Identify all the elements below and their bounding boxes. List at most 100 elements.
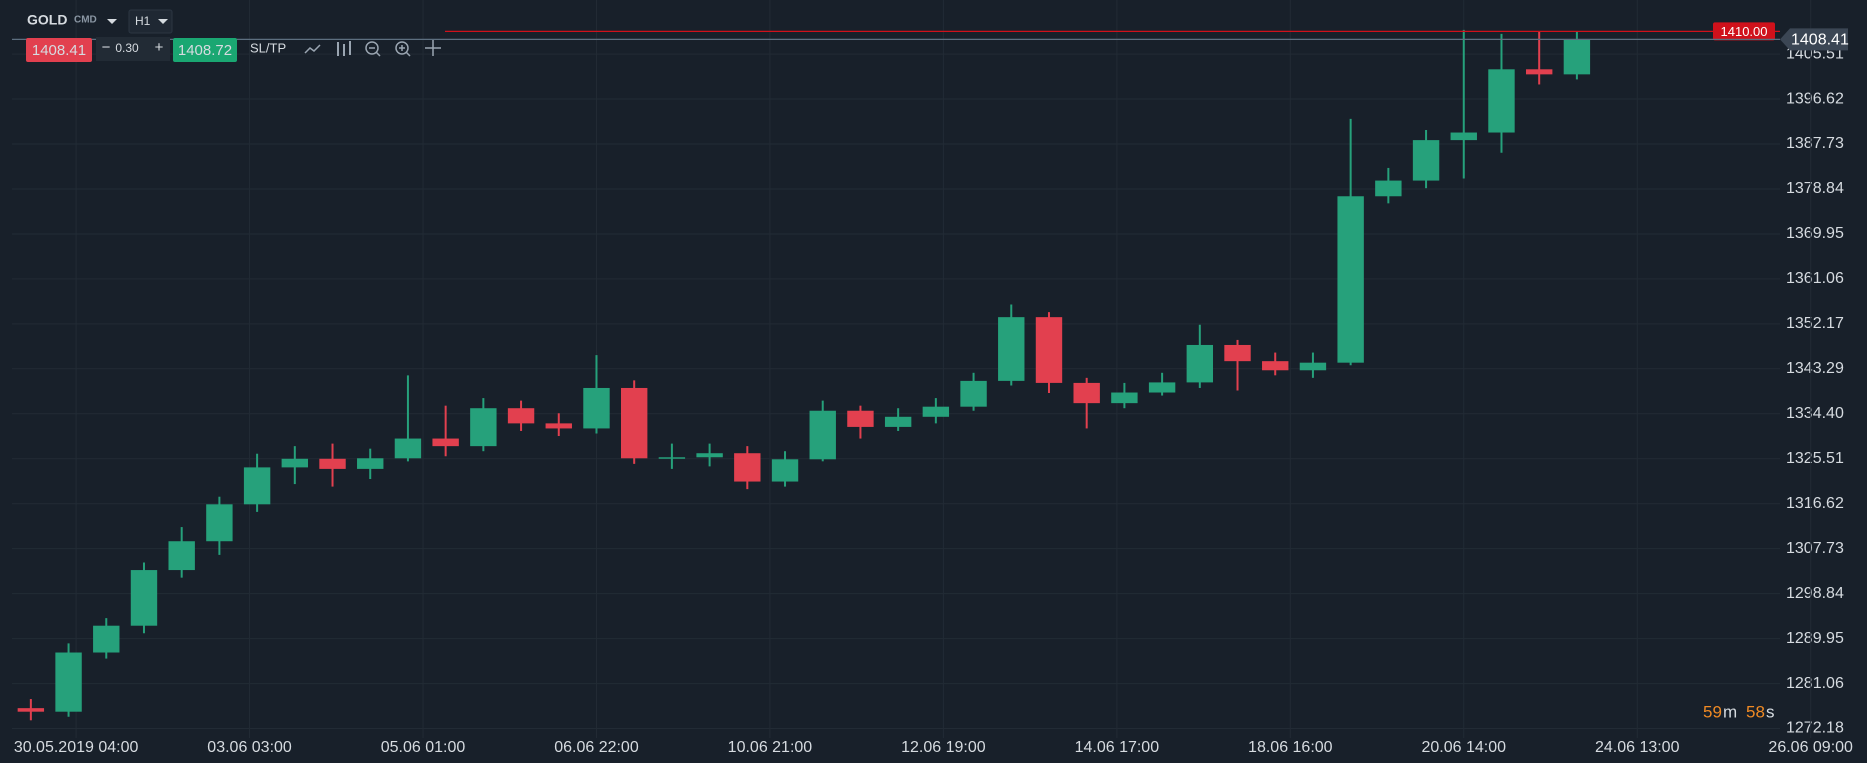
candle-icon[interactable]: [337, 41, 351, 56]
dropdown[interactable]: [107, 19, 117, 24]
x-tick-label: 30.05.2019 04:00: [14, 739, 139, 756]
candle-body: [922, 406, 950, 417]
candle-body: [1111, 392, 1138, 404]
candle-body: [470, 408, 497, 447]
y-tick-label: 1343.29: [1786, 360, 1844, 377]
zoom-in[interactable]: [395, 41, 409, 55]
candle-body: [1035, 317, 1063, 383]
candle-body: [1450, 132, 1477, 141]
ask[interactable]: 1408.72: [178, 42, 232, 59]
candle-body: [1525, 69, 1553, 75]
candle-body: [1148, 382, 1176, 393]
zoom-out[interactable]: [365, 41, 379, 55]
candle-body: [1224, 344, 1251, 362]
candle-body: [658, 457, 686, 459]
bid-box[interactable]: [26, 38, 92, 62]
spread-box: [96, 37, 170, 61]
y-tick-label: 1369.95: [1786, 225, 1844, 242]
candle-body: [319, 458, 346, 469]
candle-body: [884, 416, 912, 427]
x-tick-label: 20.06 14:00: [1422, 739, 1507, 756]
candle-body: [1186, 344, 1214, 383]
timeframe-box[interactable]: [128, 9, 173, 34]
candle-body: [734, 453, 761, 482]
candle-body: [130, 570, 158, 626]
candle-body: [620, 387, 648, 459]
price-label: 1410.00: [1721, 24, 1768, 39]
y-tick-label: 1361.06: [1786, 270, 1844, 287]
candle-body: [507, 408, 535, 424]
candle-body: [394, 438, 422, 459]
candle-body: [771, 459, 799, 482]
candle-body: [1299, 362, 1327, 371]
symbol[interactable]: GOLD: [27, 12, 67, 28]
x-tick-label: 24.06 13:00: [1595, 739, 1680, 756]
countdown-seconds: 58: [1746, 702, 1765, 721]
candle-body: [93, 625, 120, 653]
y-tick-label: 1378.84: [1786, 180, 1844, 197]
x-tick-label: 03.06 03:00: [207, 739, 292, 756]
candle-body: [1563, 39, 1591, 75]
candle-body: [960, 380, 987, 407]
x-tick-label: 06.06 22:00: [554, 739, 639, 756]
x-tick-label: 26.06 09:00: [1768, 739, 1853, 756]
countdown-minutes: 59: [1703, 702, 1722, 721]
line-icon[interactable]: [304, 44, 321, 54]
last-price-box: [1780, 28, 1848, 51]
plus[interactable]: +: [155, 39, 164, 56]
y-tick-label: 1325.51: [1786, 450, 1844, 467]
candle-body: [17, 708, 45, 712]
y-tick-label: 1307.73: [1786, 540, 1844, 557]
y-tick-label: 1334.40: [1786, 405, 1844, 422]
candle-body: [1488, 69, 1515, 133]
bid[interactable]: 1408.41: [32, 42, 86, 59]
x-tick-label: 12.06 19:00: [901, 739, 986, 756]
candle-body: [847, 410, 874, 427]
spread: 0.30: [115, 41, 139, 55]
toolbar: GOLD CMD H1 1408.41 − 0.30 + 1408.72 SL/…: [26, 9, 441, 62]
y-tick-label: 1387.73: [1786, 135, 1844, 152]
y-tick-label: 1272.18: [1786, 720, 1844, 737]
tool-icons[interactable]: [369, 40, 441, 57]
x-tick-label: 05.06 01:00: [381, 739, 466, 756]
timeframe[interactable]: H1: [135, 14, 151, 28]
candle-body: [1262, 361, 1289, 371]
grid: 1405.511396.621387.731378.841369.951361.…: [12, 0, 1853, 756]
candle-body: [998, 317, 1025, 381]
x-tick-label: 10.06 21:00: [728, 739, 813, 756]
countdown: 59 m 58 s: [1703, 702, 1775, 721]
minus[interactable]: −: [102, 39, 111, 56]
candle-body: [1412, 140, 1440, 181]
candle-body: [168, 541, 195, 571]
countdown-unit: s: [1766, 702, 1775, 721]
candle-body: [206, 504, 233, 542]
candle-body: [809, 410, 836, 460]
y-tick-label: 1289.95: [1786, 630, 1844, 647]
candle-body: [432, 438, 459, 447]
x-tick-label: 18.06 16:00: [1248, 739, 1333, 756]
candle-body: [1375, 180, 1402, 197]
candle-body: [243, 467, 271, 505]
market: CMD: [74, 15, 97, 26]
candle-body: [696, 453, 723, 458]
dropdown[interactable]: [158, 19, 168, 24]
price-label-box: [1713, 22, 1775, 41]
y-tick-label: 1316.62: [1786, 495, 1844, 512]
y-tick-label: 1396.62: [1786, 90, 1844, 107]
candles: 1410.00 1408.41: [12, 22, 1849, 721]
candle-body: [1073, 382, 1100, 404]
ask-box[interactable]: [173, 38, 237, 62]
last-price: 1408.41: [1791, 32, 1849, 49]
candle-body: [281, 458, 309, 468]
y-tick-label: 1298.84: [1786, 585, 1844, 602]
y-tick-label: 1352.17: [1786, 315, 1844, 332]
candle-body: [1337, 196, 1364, 363]
candle-body: [357, 458, 384, 469]
sl-tp[interactable]: SL/TP: [250, 40, 286, 55]
candle-body: [583, 387, 610, 429]
countdown-unit: m: [1723, 702, 1737, 721]
candle-body: [545, 423, 572, 429]
